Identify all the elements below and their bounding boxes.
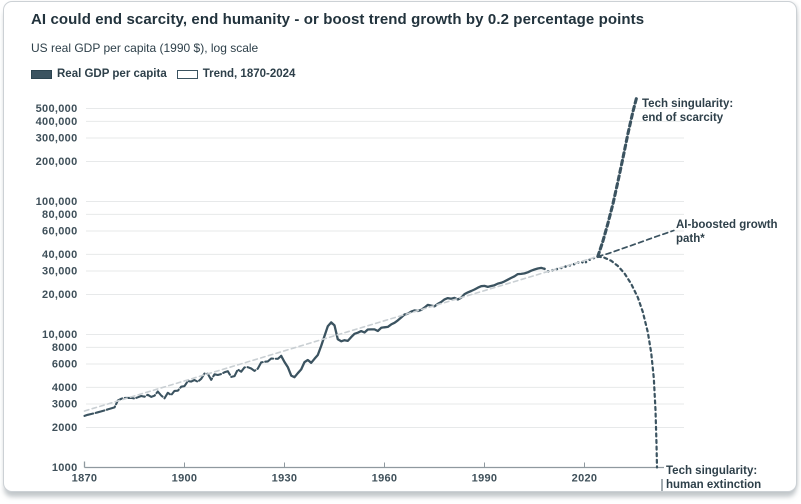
annotation-ai-boosted-path-line2: path* bbox=[676, 232, 705, 245]
annotation-end-of-scarcity-line2: end of scarcity bbox=[642, 111, 724, 124]
legend-swatch-outlined-icon bbox=[176, 69, 198, 79]
annotation-human-extinction: Tech singularity: human extinction bbox=[666, 465, 761, 492]
x-tick-label: 1990 bbox=[472, 473, 498, 485]
series-real-gdp-per-capita-1870-1929 bbox=[83, 354, 283, 417]
chart-subtitle: US real GDP per capita (1990 $), log sca… bbox=[31, 41, 259, 55]
y-tick-label: 10,000 bbox=[42, 329, 77, 341]
series-ai-boosted-growth-path bbox=[596, 229, 675, 258]
y-tick-label: 300,000 bbox=[36, 133, 78, 145]
x-tick-label: 1870 bbox=[72, 473, 98, 485]
y-tick-label: 4000 bbox=[52, 382, 78, 394]
chart-title: AI could end scarcity, end humanity - or… bbox=[31, 11, 645, 28]
y-tick-label: 400,000 bbox=[36, 116, 78, 128]
x-tick-label: 1900 bbox=[172, 473, 198, 485]
y-tick-label: 100,000 bbox=[36, 196, 78, 208]
legend-swatch-filled-icon bbox=[31, 69, 52, 79]
y-tick-label: 500,000 bbox=[36, 103, 78, 115]
series-tech-singularity-end-of-scarcity bbox=[596, 96, 639, 259]
y-tick-label: 8000 bbox=[52, 342, 78, 354]
legend: Real GDP per capita Trend, 1870-2024 bbox=[31, 68, 295, 80]
y-tick-label: 2000 bbox=[52, 422, 78, 434]
y-tick-label: 200,000 bbox=[36, 156, 78, 168]
chart-card: 500,000 400,000 300,000 200,000 100,000 80,00… bbox=[3, 1, 797, 492]
y-tick-label: 80,000 bbox=[42, 209, 77, 221]
y-tick-label: 20,000 bbox=[42, 289, 77, 301]
legend-item-real-gdp: Real GDP per capita bbox=[31, 68, 167, 80]
legend-item-trend: Trend, 1870-2024 bbox=[176, 68, 296, 80]
legend-label-trend: Trend, 1870-2024 bbox=[202, 68, 296, 80]
series-real-gdp-per-capita-1929-2008 bbox=[280, 266, 546, 379]
x-tick-label: 2020 bbox=[572, 473, 598, 485]
y-tick-label: 1000 bbox=[52, 462, 78, 474]
series-tech-singularity-human-extinction bbox=[596, 255, 659, 469]
annotation-ai-boosted-path: AI-boosted growth path* bbox=[676, 219, 778, 246]
y-tick-label: 60,000 bbox=[42, 226, 77, 238]
annotation-end-of-scarcity: Tech singularity: end of scarcity bbox=[642, 98, 733, 125]
annotation-human-extinction-line2: human extinction bbox=[666, 478, 762, 491]
chart-area: 500,000 400,000 300,000 200,000 100,000 80,00… bbox=[4, 2, 798, 493]
x-tick-label: 1930 bbox=[272, 473, 298, 485]
annotation-human-extinction-line1: Tech singularity: bbox=[666, 465, 758, 477]
series-trend-1870-2024 bbox=[83, 255, 599, 412]
legend-label-real-gdp: Real GDP per capita bbox=[57, 68, 167, 80]
y-tick-label: 6000 bbox=[52, 359, 78, 371]
y-tick-label: 30,000 bbox=[42, 266, 77, 278]
y-tick-label: 40,000 bbox=[42, 249, 77, 261]
x-tick-label: 1960 bbox=[372, 473, 398, 485]
annotation-ai-boosted-path-line1: AI-boosted growth bbox=[676, 219, 778, 231]
y-tick-label: 3000 bbox=[52, 399, 78, 411]
annotation-end-of-scarcity-line1: Tech singularity: bbox=[642, 98, 734, 110]
